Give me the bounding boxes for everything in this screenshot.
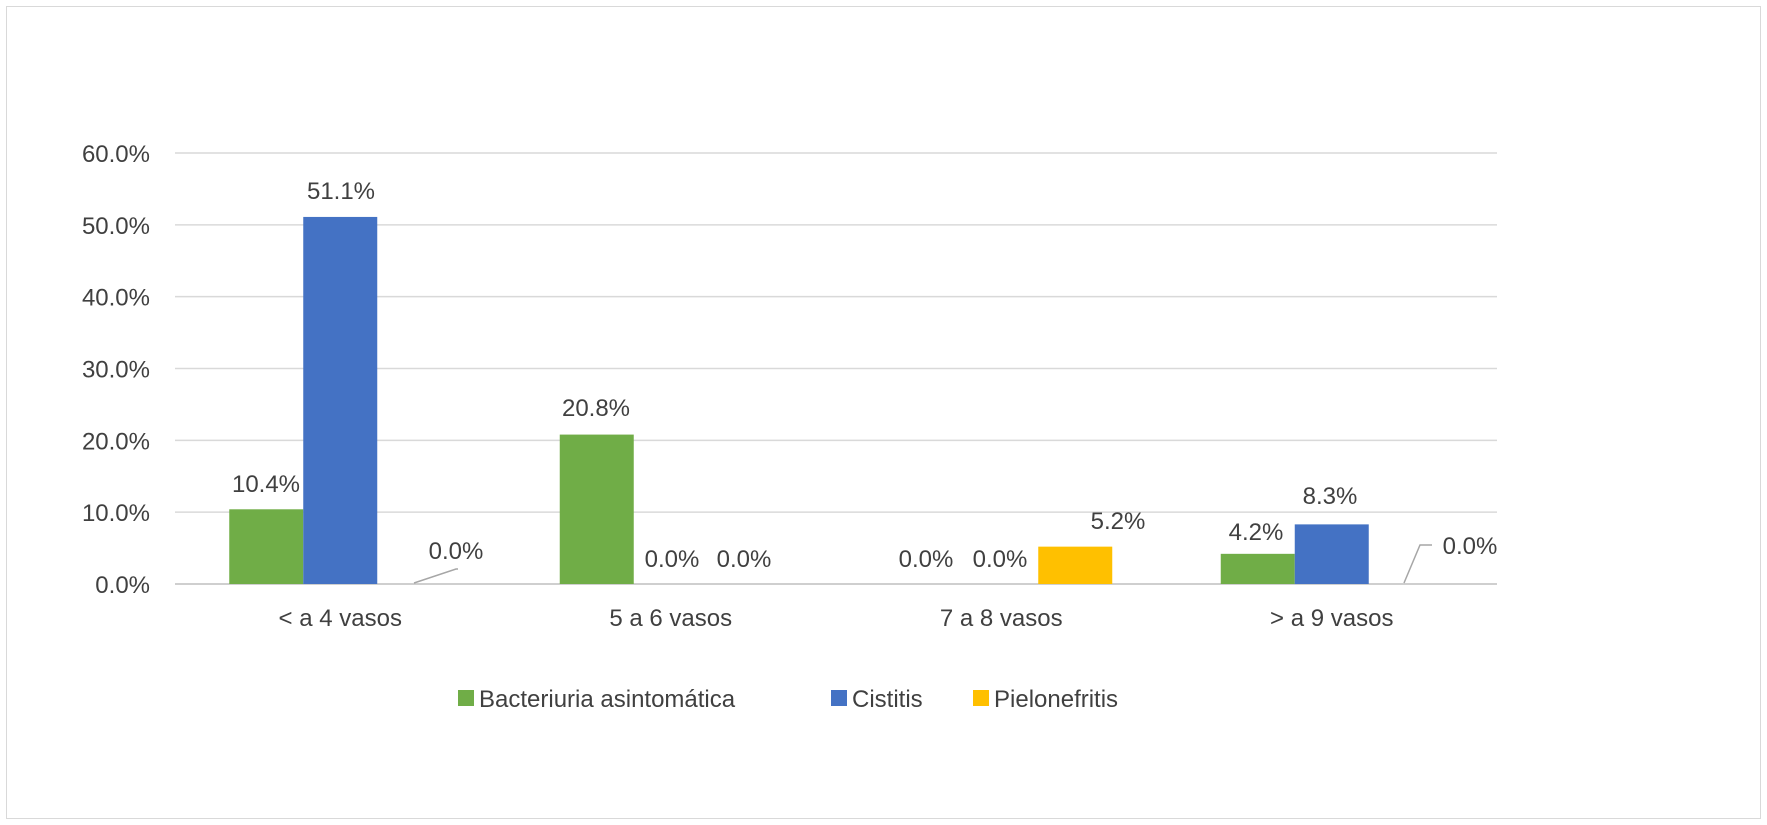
bar — [303, 216, 378, 584]
legend-swatch — [973, 690, 989, 706]
data-label: 0.0% — [973, 546, 1028, 573]
y-tick-label: 30.0% — [82, 357, 150, 384]
data-label: 51.1% — [307, 178, 375, 205]
x-tick-label: > a 9 vasos — [1270, 605, 1393, 632]
data-label: 0.0% — [429, 538, 484, 565]
chart-area — [6, 6, 1761, 819]
y-tick-label: 10.0% — [82, 500, 150, 527]
data-label: 5.2% — [1091, 508, 1146, 535]
y-tick-label: 20.0% — [82, 428, 150, 455]
data-label: 20.8% — [562, 395, 630, 422]
data-label: 4.2% — [1229, 519, 1284, 546]
bar — [1220, 553, 1295, 584]
bar — [229, 509, 304, 584]
y-tick-label: 50.0% — [82, 213, 150, 240]
data-label: 8.3% — [1303, 483, 1358, 510]
legend-label: Pielonefritis — [994, 686, 1118, 713]
legend-swatch — [458, 690, 474, 706]
x-tick-label: 7 a 8 vasos — [940, 605, 1063, 632]
x-tick-label: < a 4 vasos — [279, 605, 402, 632]
x-tick-label: 5 a 6 vasos — [609, 605, 732, 632]
y-tick-label: 40.0% — [82, 285, 150, 312]
data-label: 10.4% — [232, 471, 300, 498]
bar — [1038, 546, 1113, 584]
leader-line — [413, 568, 458, 584]
data-label: 0.0% — [645, 546, 700, 573]
data-label: 0.0% — [1443, 533, 1498, 560]
y-tick-label: 60.0% — [82, 141, 150, 168]
legend-label: Cistitis — [852, 686, 923, 713]
data-label: 0.0% — [717, 546, 772, 573]
data-label: 0.0% — [899, 546, 954, 573]
legend-label: Bacteriuria asintomática — [479, 686, 736, 713]
y-tick-label: 0.0% — [95, 572, 150, 599]
leader-line — [1403, 544, 1432, 584]
legend-swatch — [831, 690, 847, 706]
bar — [1294, 524, 1369, 584]
bar — [559, 434, 634, 584]
